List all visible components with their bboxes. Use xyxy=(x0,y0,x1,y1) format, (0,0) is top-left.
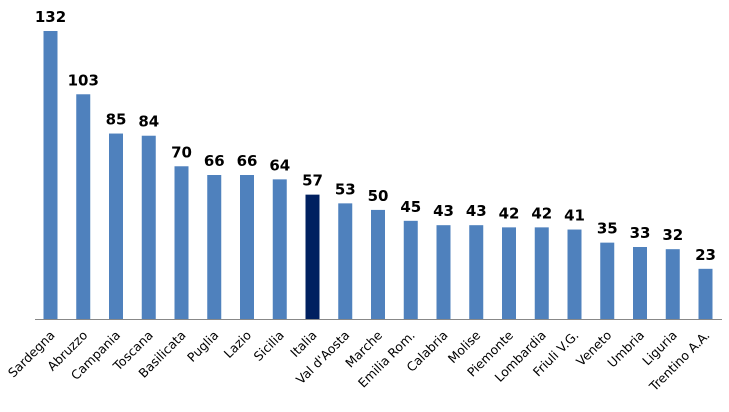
bar-molise xyxy=(469,225,484,319)
data-label: 23 xyxy=(695,246,716,264)
bar-emilia-rom- xyxy=(403,220,418,319)
bar-italia xyxy=(305,194,320,319)
x-tick-label: Sardegna xyxy=(5,328,58,381)
data-label: 43 xyxy=(433,202,454,220)
bar-lazio xyxy=(240,175,254,319)
bar-val-d-aosta xyxy=(338,203,353,319)
data-label: 32 xyxy=(662,226,683,244)
x-tick-label: Puglia xyxy=(184,328,221,365)
bar-sicilia xyxy=(272,179,287,319)
bar-veneto xyxy=(600,242,615,319)
bar-trentino-a-a- xyxy=(698,268,713,319)
data-label: 57 xyxy=(302,172,323,190)
data-label: 85 xyxy=(106,111,127,129)
bar-campania xyxy=(109,133,123,319)
bar-liguria xyxy=(665,249,680,319)
bar-abruzzo xyxy=(76,94,91,319)
data-label: 50 xyxy=(368,187,389,205)
data-label: 70 xyxy=(171,143,192,161)
data-label: 35 xyxy=(597,220,618,238)
bar-marche xyxy=(371,209,385,319)
data-label: 64 xyxy=(269,156,290,174)
data-label: 103 xyxy=(68,71,99,89)
x-tick-label: Lazio xyxy=(221,328,254,361)
bar-toscana xyxy=(141,135,156,319)
bar-calabria xyxy=(436,225,451,319)
x-tick-label: Umbria xyxy=(604,328,647,371)
data-label: 66 xyxy=(237,152,258,170)
data-label: 132 xyxy=(35,8,66,26)
data-label: 41 xyxy=(564,207,585,225)
bar-basilicata xyxy=(174,166,189,319)
bar-friuli-v-g- xyxy=(567,229,582,319)
data-label: 66 xyxy=(204,152,225,170)
data-label: 84 xyxy=(138,113,159,131)
bar-umbria xyxy=(633,247,647,319)
data-label: 42 xyxy=(531,204,552,222)
data-label: 43 xyxy=(466,202,487,220)
data-label: 33 xyxy=(630,224,651,242)
data-label: 45 xyxy=(400,198,421,216)
x-tick-label: Sicilia xyxy=(251,328,287,364)
bar-puglia xyxy=(207,175,222,319)
bar-sardegna xyxy=(43,31,58,319)
data-label: 42 xyxy=(499,204,520,222)
bar-lombardia xyxy=(534,227,549,319)
data-label: 53 xyxy=(335,180,356,198)
bar-piemonte xyxy=(502,227,516,319)
